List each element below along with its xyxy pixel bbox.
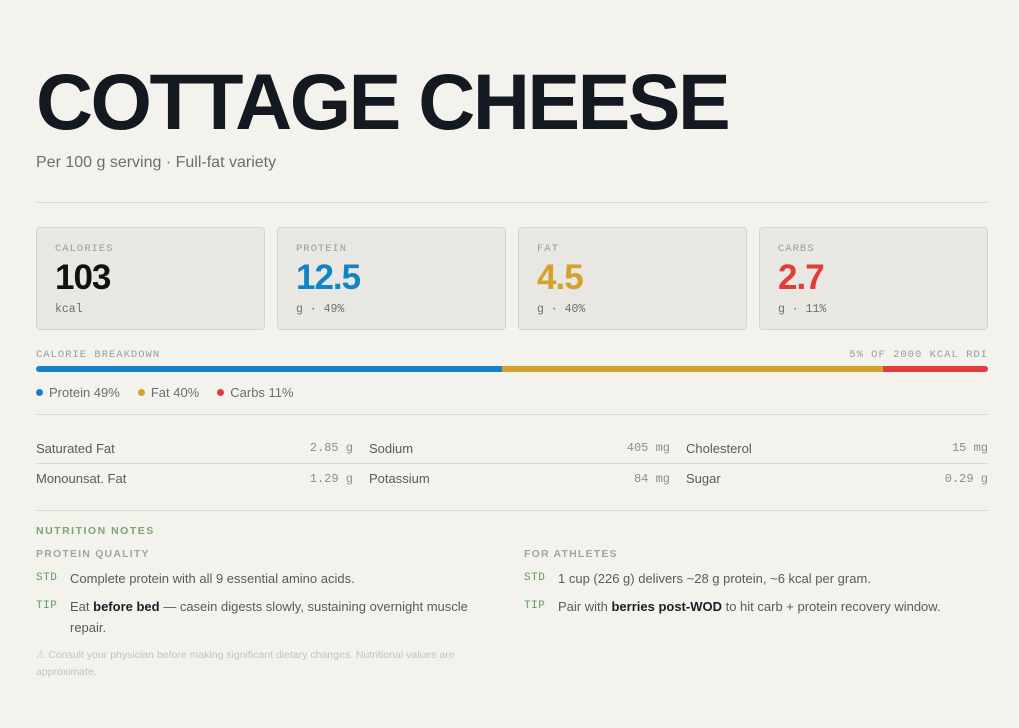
- nutrition-page: COTTAGE CHEESE Per 100 g serving · Full-…: [36, 62, 988, 681]
- micro-sodium: Sodium 405 mg: [369, 441, 670, 456]
- note-text: Complete protein with all 9 essential am…: [70, 571, 355, 586]
- card-value: 4.5: [537, 258, 584, 297]
- card-unit: g · 49%: [296, 303, 345, 316]
- card-unit: g · 40%: [537, 303, 586, 316]
- std-tag: STD: [524, 572, 546, 584]
- micro-name: Potassium: [369, 471, 430, 486]
- micro-name: Sugar: [686, 471, 721, 486]
- fat-dot-icon: [137, 388, 145, 396]
- note-emphasis: before bed: [93, 599, 160, 614]
- card-calories: CALORIES 103 kcal: [36, 227, 265, 330]
- micro-cholesterol: Cholesterol 15 mg: [686, 441, 988, 456]
- legend-label: Fat 40%: [150, 384, 200, 400]
- notes-athletes: FOR ATHLETES STD 1 cup (226 g) delivers …: [524, 548, 988, 681]
- note-tip: TIP Eat before bed — casein digests slow…: [36, 596, 524, 638]
- micro-value: 2.85 g: [309, 441, 353, 455]
- page-subtitle: Per 100 g serving · Full-fat variety: [36, 154, 277, 171]
- micro-value: 0.29 g: [944, 471, 988, 486]
- divider: [36, 414, 988, 415]
- std-tag: STD: [36, 572, 58, 584]
- card-carbs: CARBS 2.7 g · 11%: [759, 227, 988, 330]
- note-text: Eat before bed — casein digests slowly, …: [70, 599, 468, 635]
- micro-value: 405 mg: [626, 441, 670, 455]
- notes-heading: PROTEIN QUALITY: [36, 548, 150, 560]
- micro-value: 15 mg: [951, 441, 988, 455]
- tip-tag: TIP: [524, 600, 546, 612]
- micro-sugar: Sugar 0.29 g: [686, 471, 988, 486]
- legend-label: Carbs 11%: [230, 384, 294, 400]
- protein-dot-icon: [36, 388, 43, 396]
- note-text: 1 cup (226 g) delivers ~28 g protein, ~6…: [558, 571, 871, 586]
- card-label: PROTEIN: [296, 243, 348, 255]
- legend-label: Protein 49%: [49, 384, 120, 400]
- note-text: Pair with berries post-WOD to hit carb +…: [558, 599, 941, 614]
- tip-tag: TIP: [36, 600, 58, 612]
- notes-protein-quality: PROTEIN QUALITY STD Complete protein wit…: [36, 548, 524, 681]
- card-unit: g · 11%: [778, 303, 827, 316]
- card-fat: FAT 4.5 g · 40%: [518, 227, 747, 330]
- divider: [36, 510, 988, 511]
- segment-carbs: [883, 366, 988, 372]
- micro-name: Cholesterol: [686, 440, 752, 456]
- card-protein: PROTEIN 12.5 g · 49%: [277, 227, 506, 330]
- divider: [36, 202, 988, 203]
- card-label: CARBS: [778, 243, 815, 255]
- card-value: 103: [55, 258, 111, 297]
- notes-columns: PROTEIN QUALITY STD Complete protein wit…: [36, 548, 988, 681]
- micro-value: 1.29 g: [309, 471, 353, 486]
- legend-carbs: Carbs 11%: [217, 384, 294, 400]
- note-std: STD 1 cup (226 g) delivers ~28 g protein…: [524, 568, 988, 589]
- micro-name: Monounsat. Fat: [36, 471, 127, 486]
- segment-protein: [36, 366, 503, 372]
- segment-fat: [502, 366, 884, 372]
- micro-row: Monounsat. Fat 1.29 g Potassium 84 mg Su…: [36, 463, 988, 493]
- disclaimer: ⚠ Consult your physician before making s…: [36, 649, 455, 678]
- breakdown-header: CALORIE BREAKDOWN 5% OF 2000 KCAL RDI: [36, 349, 988, 361]
- carbs-dot-icon: [217, 388, 225, 396]
- notes-heading: FOR ATHLETES: [524, 548, 618, 560]
- micro-monounsat-fat: Monounsat. Fat 1.29 g: [36, 471, 353, 486]
- micro-name: Saturated Fat: [36, 440, 115, 456]
- note-std: STD Complete protein with all 9 essentia…: [36, 568, 524, 589]
- notes-title: NUTRITION NOTES: [36, 525, 155, 537]
- calorie-breakdown-bar: [36, 366, 988, 372]
- micro-row: Saturated Fat 2.85 g Sodium 405 mg Chole…: [36, 433, 988, 463]
- micro-name: Sodium: [369, 440, 414, 456]
- breakdown-legend: Protein 49% Fat 40% Carbs 11%: [36, 384, 988, 400]
- card-label: FAT: [537, 243, 559, 255]
- macro-cards: CALORIES 103 kcal PROTEIN 12.5 g · 49% F…: [36, 227, 988, 330]
- legend-fat: Fat 40%: [137, 384, 200, 400]
- micro-value: 84 mg: [633, 471, 670, 486]
- card-unit: kcal: [55, 303, 83, 316]
- rdi-label: 5% OF 2000 KCAL RDI: [849, 349, 988, 361]
- micro-saturated-fat: Saturated Fat 2.85 g: [36, 441, 353, 456]
- note-tip: TIP Pair with berries post-WOD to hit ca…: [524, 596, 988, 617]
- note-emphasis: berries post-WOD: [611, 599, 722, 614]
- card-value: 2.7: [778, 258, 825, 297]
- micro-potassium: Potassium 84 mg: [369, 471, 670, 486]
- breakdown-label: CALORIE BREAKDOWN: [36, 349, 161, 361]
- card-label: CALORIES: [55, 243, 114, 255]
- legend-protein: Protein 49%: [36, 384, 120, 400]
- page-title: COTTAGE CHEESE: [36, 57, 731, 146]
- card-value: 12.5: [296, 258, 361, 297]
